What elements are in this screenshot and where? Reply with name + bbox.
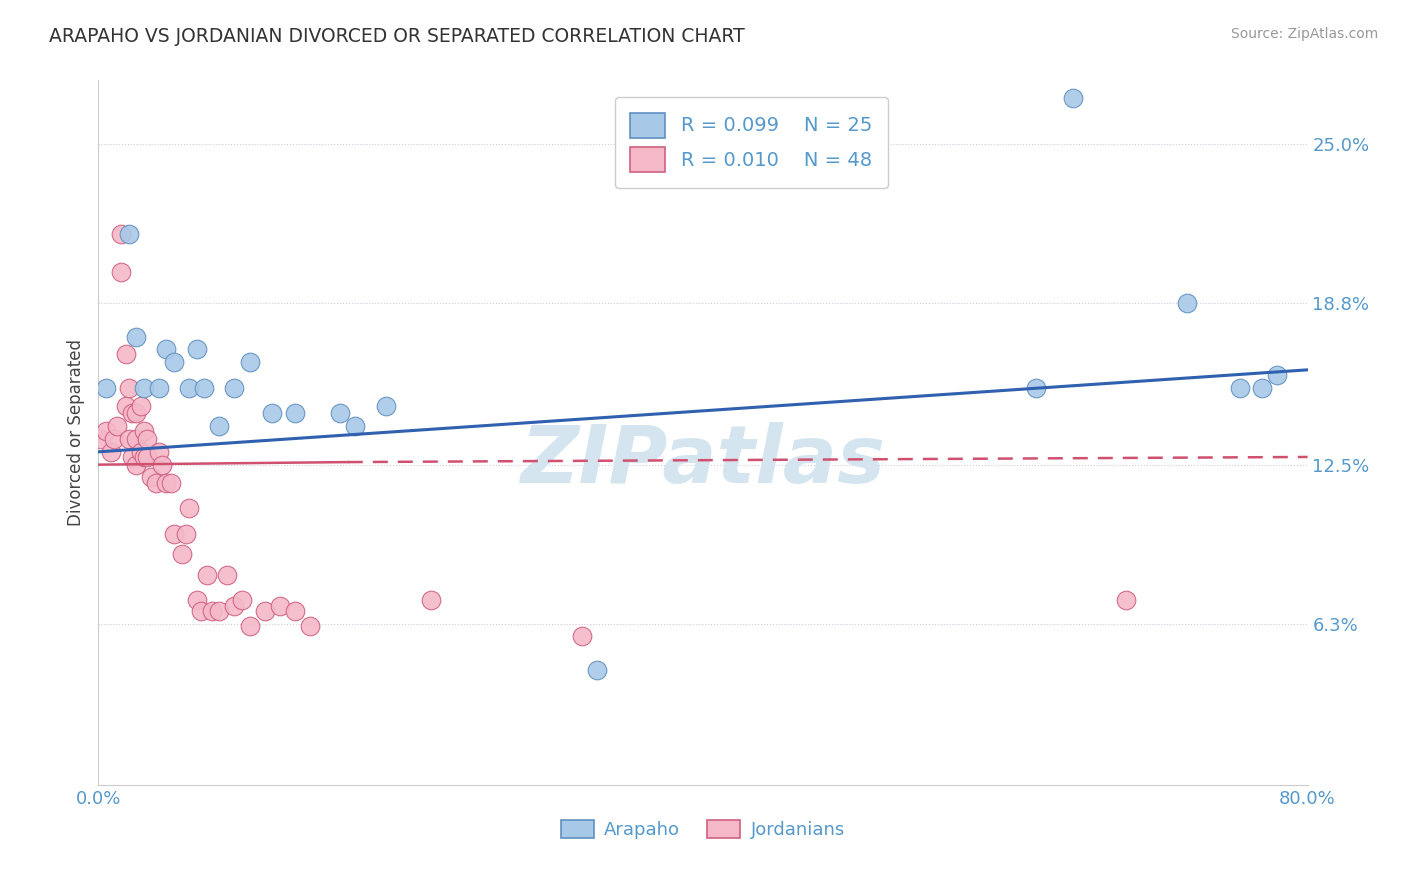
Point <box>208 419 231 434</box>
Point <box>110 265 132 279</box>
Point <box>239 355 262 369</box>
Point <box>141 470 163 484</box>
Point <box>129 399 152 413</box>
Point <box>114 399 136 413</box>
Point <box>118 227 141 241</box>
Point <box>94 381 117 395</box>
Text: ARAPAHO VS JORDANIAN DIVORCED OR SEPARATED CORRELATION CHART: ARAPAHO VS JORDANIAN DIVORCED OR SEPARAT… <box>49 27 745 45</box>
Point <box>1115 593 1137 607</box>
Point <box>374 399 396 413</box>
Point <box>103 432 125 446</box>
Point <box>121 450 143 464</box>
Legend: Arapaho, Jordanians: Arapaho, Jordanians <box>554 813 852 847</box>
Point <box>262 406 284 420</box>
Point <box>586 663 609 677</box>
Point <box>163 526 186 541</box>
Point <box>155 343 177 357</box>
Point <box>90 432 112 446</box>
Point <box>193 381 215 395</box>
Point <box>135 450 157 464</box>
Point <box>1229 381 1251 395</box>
Point <box>125 406 148 420</box>
Point <box>94 425 117 439</box>
Point <box>160 475 183 490</box>
Point <box>114 347 136 361</box>
Point <box>269 599 291 613</box>
Point <box>224 381 246 395</box>
Point <box>174 526 197 541</box>
Point <box>125 329 148 343</box>
Point <box>1267 368 1289 382</box>
Point <box>105 419 128 434</box>
Point <box>253 604 276 618</box>
Point <box>284 604 307 618</box>
Point <box>420 593 443 607</box>
Point <box>135 432 157 446</box>
Text: Source: ZipAtlas.com: Source: ZipAtlas.com <box>1230 27 1378 41</box>
Point <box>1024 381 1046 395</box>
Point <box>155 475 177 490</box>
Point <box>121 406 143 420</box>
Point <box>201 604 224 618</box>
Point <box>145 475 167 490</box>
Point <box>239 619 262 633</box>
Point <box>208 604 231 618</box>
Point <box>1062 91 1084 105</box>
Point <box>118 432 141 446</box>
Point <box>132 381 155 395</box>
Point <box>186 343 208 357</box>
Y-axis label: Divorced or Separated: Divorced or Separated <box>67 339 86 526</box>
Point <box>224 599 246 613</box>
Point <box>125 432 148 446</box>
Point <box>571 629 593 643</box>
Point <box>179 501 201 516</box>
Text: ZIPatlas: ZIPatlas <box>520 422 886 500</box>
Point <box>1175 296 1198 310</box>
Point <box>148 381 170 395</box>
Point <box>179 381 201 395</box>
Point <box>170 547 193 561</box>
Point <box>118 381 141 395</box>
Point <box>132 450 155 464</box>
Point <box>163 355 186 369</box>
Point <box>329 406 352 420</box>
Point <box>148 445 170 459</box>
Point <box>215 567 238 582</box>
Point <box>231 593 253 607</box>
Point <box>190 604 212 618</box>
Point <box>110 227 132 241</box>
Point <box>186 593 208 607</box>
Point <box>299 619 322 633</box>
Point <box>125 458 148 472</box>
Point <box>150 458 173 472</box>
Point <box>100 445 122 459</box>
Point <box>284 406 307 420</box>
Point <box>1251 381 1274 395</box>
Point <box>195 567 218 582</box>
Point <box>132 425 155 439</box>
Point <box>129 445 152 459</box>
Point <box>344 419 367 434</box>
